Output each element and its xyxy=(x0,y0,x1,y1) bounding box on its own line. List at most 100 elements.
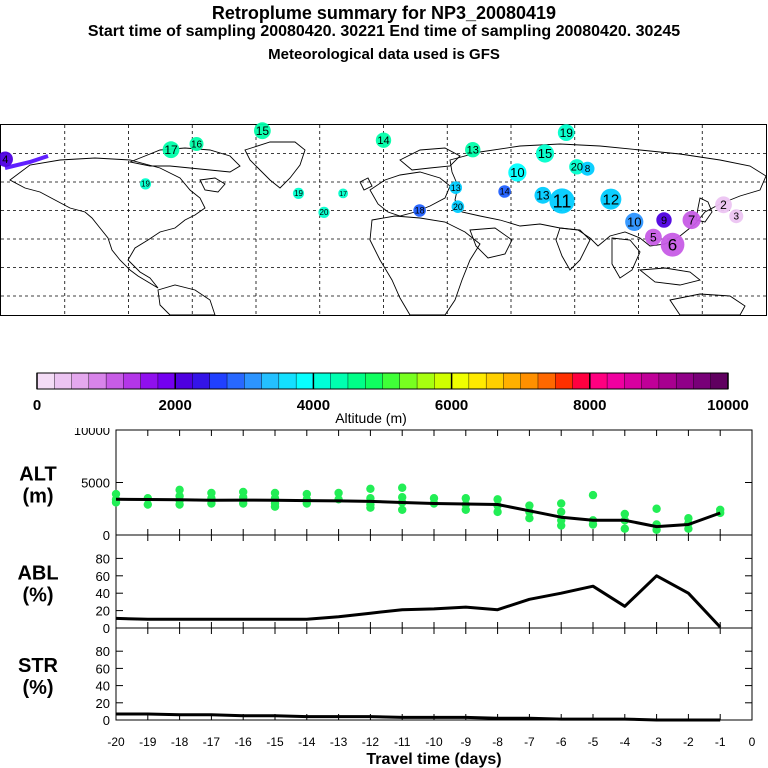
x-tick-label: -13 xyxy=(330,735,348,749)
colorbar-tick-label: 6000 xyxy=(435,397,468,414)
alt-point xyxy=(684,524,693,533)
plume-day-label: 11 xyxy=(553,191,572,211)
colorbar-cell xyxy=(226,372,245,390)
alt-point xyxy=(270,502,280,511)
x-tick-label: -10 xyxy=(425,735,443,749)
x-tick-label: -9 xyxy=(460,735,471,749)
plume-marker xyxy=(338,188,349,199)
colorbar-cell xyxy=(485,372,504,390)
alt-point xyxy=(398,505,407,514)
colorbar-tick-label: 2000 xyxy=(159,397,192,414)
colorbar-ticks xyxy=(36,373,729,389)
plume-day-label: 19 xyxy=(141,180,150,189)
map-grid xyxy=(1,125,766,315)
colorbar-cell xyxy=(537,372,556,390)
panel-title: ABL xyxy=(17,563,58,585)
plume-marker xyxy=(660,232,685,257)
colorbar-cell xyxy=(606,372,625,390)
colorbar-cell xyxy=(624,372,643,390)
y-tick-label: 40 xyxy=(96,586,110,601)
colorbar-cell xyxy=(174,372,193,390)
plume-marker xyxy=(465,142,481,158)
plume-marker xyxy=(656,212,672,228)
alt-point xyxy=(588,490,598,500)
plume-marker xyxy=(534,186,552,204)
colorbar-cell xyxy=(572,372,591,390)
colorbar-cells xyxy=(36,372,729,390)
y-tick-label: 0 xyxy=(103,713,110,728)
alt-point xyxy=(493,495,502,504)
plume-day-label: 14 xyxy=(377,135,389,147)
colorbar-cell xyxy=(330,372,349,390)
colorbar-cell xyxy=(451,372,470,390)
colorbar-tick-labels: 0 2000 4000 6000 8000 10000 xyxy=(33,397,749,414)
alt-point xyxy=(366,484,375,493)
colorbar-cell xyxy=(589,372,608,390)
trajectory-path xyxy=(4,154,49,170)
panel-unit: (%) xyxy=(22,677,53,699)
x-tick-label: -16 xyxy=(235,735,253,749)
colorbar-cell xyxy=(675,372,694,390)
plume-day-labels: 15 14 16 17 13 19 15 20 10 11 12 13 14 13 20 18 19 20 17 19… xyxy=(2,124,739,255)
colorbar-cell xyxy=(347,372,366,390)
x-tick-label: -17 xyxy=(203,735,221,749)
alt-point xyxy=(366,503,375,512)
coastlines xyxy=(9,141,767,316)
plume-day-label: 10 xyxy=(627,214,641,229)
plume-marker xyxy=(508,163,527,182)
plume-marker xyxy=(0,151,13,167)
x-tick-label: -20 xyxy=(107,735,125,749)
y-tick-label: 10000 xyxy=(74,428,110,438)
colorbar-cell xyxy=(244,372,263,390)
str-line xyxy=(116,712,721,722)
plume-marker xyxy=(549,188,575,214)
panel-title: ALT xyxy=(19,464,56,486)
plume-marker xyxy=(449,181,463,194)
colorbar-cell xyxy=(399,372,418,390)
y-tick-label: 0 xyxy=(103,528,110,543)
colorbar-cell xyxy=(192,372,211,390)
plume-marker xyxy=(600,188,622,210)
y-tick-label: 0 xyxy=(103,621,110,636)
plume-marker xyxy=(253,122,271,140)
plume-day-label: 2 xyxy=(720,198,727,212)
plume-marker xyxy=(451,200,465,213)
colorbar-cell xyxy=(54,372,73,390)
plume-day-label: 12 xyxy=(603,191,620,208)
colorbar-label: Altitude (m) xyxy=(335,410,407,426)
y-tick-label: 5000 xyxy=(81,476,110,491)
world-map: 15 14 16 17 13 19 15 20 10 11 12 13 14 13 20 18 19 20 17 19… xyxy=(0,122,767,316)
x-tick-label: -14 xyxy=(298,735,316,749)
colorbar-cell xyxy=(88,372,107,390)
alt-point xyxy=(557,521,566,530)
panel-frame xyxy=(115,534,753,629)
colorbar-cell xyxy=(313,372,332,390)
alt-point xyxy=(525,514,534,523)
colorbar-cell xyxy=(365,372,384,390)
plume-day-label: 17 xyxy=(339,191,347,198)
colorbar-cell xyxy=(555,372,574,390)
plume-marker xyxy=(729,209,744,224)
sampling-times: Start time of sampling 20080420. 30221 E… xyxy=(87,23,681,40)
plume-marker xyxy=(375,132,392,148)
plume-day-label: 4 xyxy=(2,154,8,166)
colorbar-tick-label: 10000 xyxy=(707,397,749,414)
panel-str: 80 60 40 20 0 STR(%) xyxy=(18,627,753,728)
plume-marker xyxy=(644,228,662,246)
plume-day-label: 5 xyxy=(650,230,657,244)
x-tick-labels: -20 -19 -18 -17 -16 -15 -14 -13 -12 -11 -10 -9 -8 -7-… xyxy=(107,735,755,749)
y-tick-label: 60 xyxy=(96,661,110,676)
y-tick-label: 40 xyxy=(96,679,110,694)
plume-marker xyxy=(535,144,555,163)
plume-markers xyxy=(0,122,744,257)
panel-frame xyxy=(115,429,753,536)
plume-day-label: 19 xyxy=(294,189,303,198)
met-data-note: Meteorological data used is GFS xyxy=(268,46,500,63)
plume-day-label: 17 xyxy=(164,143,178,157)
plume-day-label: 20 xyxy=(453,202,463,212)
panel-title: STR xyxy=(18,655,59,677)
colorbar-cell xyxy=(416,372,435,390)
y-tick-label: 60 xyxy=(96,569,110,584)
alt-point xyxy=(620,524,629,533)
alt-point xyxy=(398,483,407,492)
